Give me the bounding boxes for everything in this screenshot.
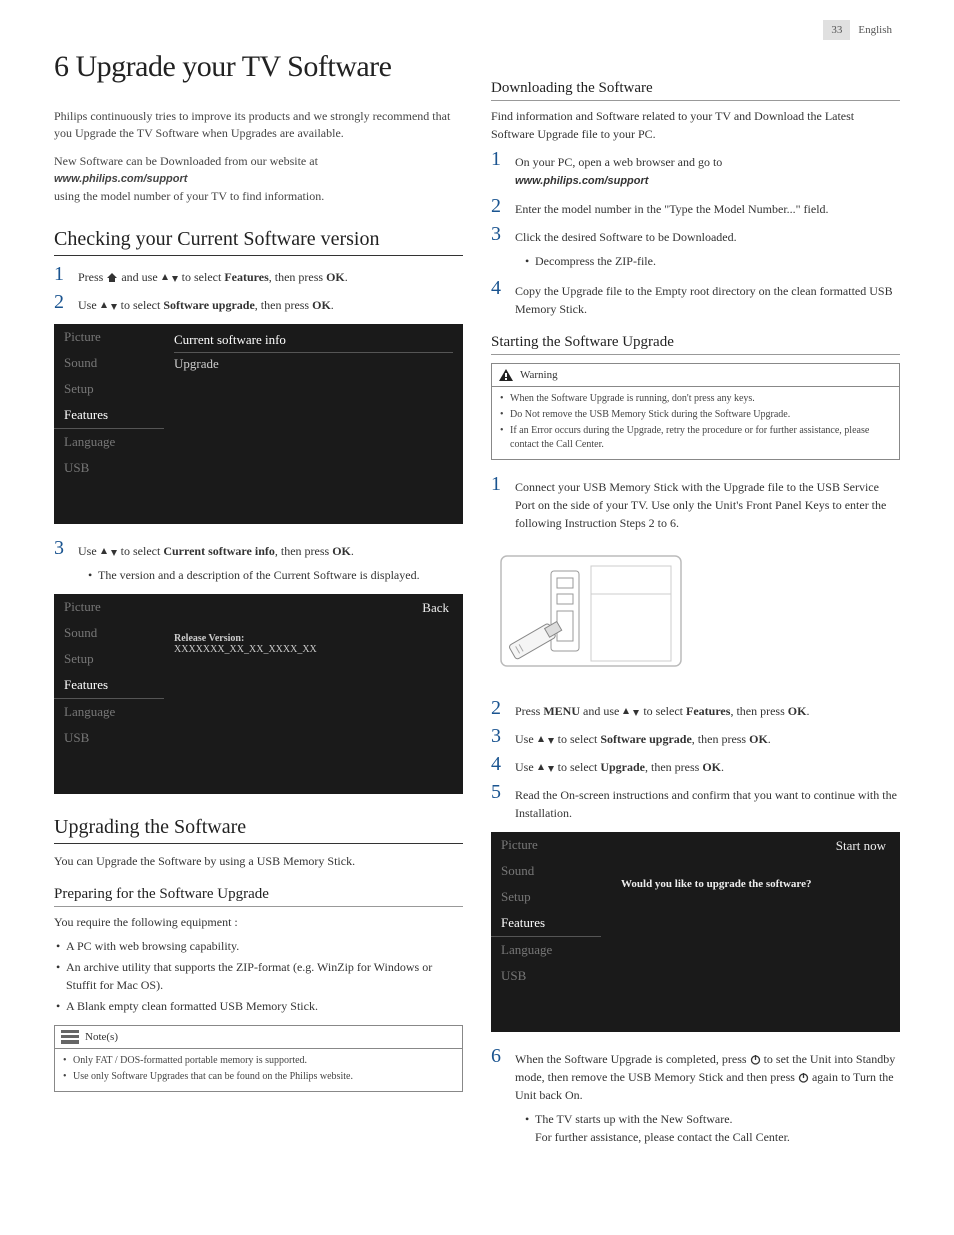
dl-step-4: 4 Copy the Upgrade file to the Empty roo… [491, 278, 900, 318]
chapter-number: 6 [54, 50, 69, 83]
menu-setup: Setup [54, 376, 164, 402]
right-column: Downloading the Software Find informatio… [491, 50, 900, 1154]
tv-menu-release: Picture Sound Setup Features Language US… [54, 594, 463, 794]
start-step-6: 6 When the Software Upgrade is completed… [491, 1046, 900, 1104]
up-down-icon [100, 544, 118, 558]
support-url: www.philips.com/support [54, 173, 187, 185]
menu-language: Language [54, 429, 164, 455]
support-url-2: www.philips.com/support [515, 175, 648, 187]
up-down-icon [622, 704, 640, 718]
up-down-icon [161, 270, 179, 284]
home-icon [106, 270, 118, 284]
page-number: 33 [823, 20, 850, 40]
power-icon [798, 1070, 809, 1084]
sub-start-title: Starting the Software Upgrade [491, 334, 900, 355]
up-down-icon [537, 760, 555, 774]
menu-sound: Sound [54, 350, 164, 376]
upgrade-intro: You can Upgrade the Software by using a … [54, 852, 463, 870]
tv-menu-startnow: Picture Sound Setup Features Language US… [491, 832, 900, 1032]
release-info: Release Version: XXXXXXX_XX_XX_XXXX_XX [174, 633, 453, 655]
section-upgrade-title: Upgrading the Software [54, 816, 463, 844]
notes-icon [61, 1030, 79, 1044]
start-step-5: 5 Read the On-screen instructions and co… [491, 782, 900, 822]
tv-menu-features: Picture Sound Setup Features Language US… [54, 324, 463, 524]
menu-upgrade: Upgrade [174, 353, 453, 375]
warning-label: Warning [520, 369, 558, 381]
notes-box: Note(s) Only FAT / DOS-formatted portabl… [54, 1025, 463, 1092]
sub-prepare-title: Preparing for the Software Upgrade [54, 886, 463, 907]
upgrade-prompt: Would you like to upgrade the software? [611, 877, 890, 891]
page-language: English [850, 20, 900, 40]
prepare-intro: You require the following equipment : [54, 913, 463, 931]
check-step-3: 3 Use to select Current software info, t… [54, 538, 463, 560]
intro-block: Philips continuously tries to improve it… [54, 108, 463, 206]
dl-step-1: 1 On your PC, open a web browser and go … [491, 149, 900, 190]
intro-p2: New Software can be Downloaded from our … [54, 153, 463, 206]
dl-step-2: 2 Enter the model number in the "Type th… [491, 196, 900, 218]
start-step-2: 2 Press MENU and use to select Features,… [491, 698, 900, 720]
back-label: Back [422, 600, 449, 616]
chapter-title-text: Upgrade your TV Software [76, 50, 392, 83]
warning-box: Warning When the Software Upgrade is run… [491, 363, 900, 460]
start-now-label: Start now [836, 838, 886, 854]
up-down-icon [537, 732, 555, 746]
menu-features: Features [54, 402, 164, 429]
prepare-bullets: A PC with web browsing capability. An ar… [54, 937, 463, 1015]
start-step6-bullets: The TV starts up with the New Software.F… [491, 1110, 900, 1146]
power-icon [750, 1052, 761, 1066]
page-header: 33English [0, 20, 954, 50]
start-step-1: 1 Connect your USB Memory Stick with the… [491, 474, 900, 532]
dl-step3-bullets: Decompress the ZIP-file. [491, 252, 900, 270]
notes-label: Note(s) [85, 1031, 118, 1043]
check-step-1: 1 Press and use to select Features, then… [54, 264, 463, 286]
menu-current-sw-info: Current software info [174, 329, 453, 353]
check-step-2: 2 Use to select Software upgrade, then p… [54, 292, 463, 314]
left-column: 6 Upgrade your TV Software Philips conti… [54, 50, 463, 1154]
download-intro: Find information and Software related to… [491, 107, 900, 143]
chapter-title: 6 Upgrade your TV Software [54, 50, 463, 84]
usb-port-illustration [491, 546, 691, 676]
start-step-4: 4 Use to select Upgrade, then press OK. [491, 754, 900, 776]
menu-usb: USB [54, 455, 164, 481]
warning-icon [498, 368, 514, 382]
section-check-title: Checking your Current Software version [54, 228, 463, 256]
dl-step-3: 3 Click the desired Software to be Downl… [491, 224, 900, 246]
sub-download-title: Downloading the Software [491, 80, 900, 101]
start-step-3: 3 Use to select Software upgrade, then p… [491, 726, 900, 748]
menu-picture: Picture [54, 324, 164, 350]
check-step3-bullets: The version and a description of the Cur… [54, 566, 463, 584]
up-down-icon [100, 298, 118, 312]
intro-p1: Philips continuously tries to improve it… [54, 108, 463, 143]
